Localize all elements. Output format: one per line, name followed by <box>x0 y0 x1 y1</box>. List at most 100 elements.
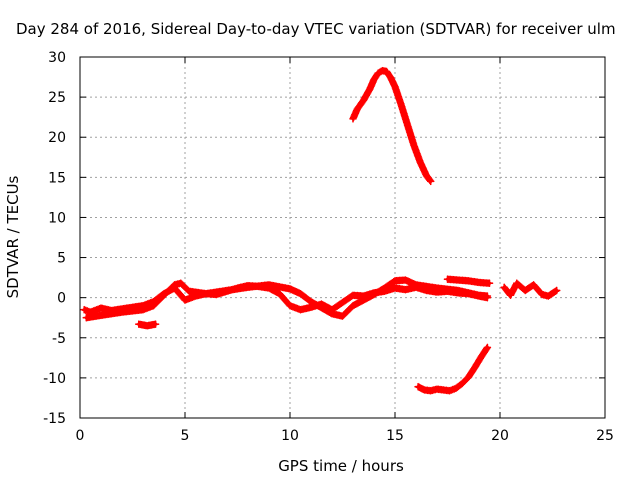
data-point <box>403 288 408 292</box>
y-tick-label: 20 <box>48 130 66 146</box>
x-axis-label: GPS time / hours <box>278 457 404 475</box>
data-point <box>372 77 376 82</box>
data-point <box>351 304 355 308</box>
data-point <box>418 160 422 164</box>
y-tick-label: 5 <box>57 251 66 267</box>
data-point <box>141 308 145 312</box>
data-point <box>145 324 149 328</box>
data-point <box>225 288 229 293</box>
series-6 <box>349 66 435 186</box>
data-point <box>330 312 334 316</box>
series-6-markers <box>349 66 435 186</box>
data-point <box>555 288 559 293</box>
data-point <box>412 143 416 147</box>
plot-frame <box>79 56 606 419</box>
series-2 <box>82 276 492 322</box>
series-3 <box>135 320 160 330</box>
data-point <box>288 304 292 308</box>
data-point <box>172 283 177 287</box>
axes: 0 5 10 15 20 25 -15 -10 -5 0 5 10 15 20 25 30 <box>43 50 614 444</box>
data-point <box>376 71 380 75</box>
x-tick-label: 10 <box>281 428 299 444</box>
data-point <box>84 316 88 320</box>
series-4 <box>443 275 494 288</box>
y-tick-label: -10 <box>43 371 66 387</box>
data-point <box>448 389 452 393</box>
data-point <box>424 174 429 178</box>
data-point <box>546 294 550 298</box>
y-tick-label: 10 <box>48 210 66 226</box>
data-point <box>416 385 420 389</box>
data-point <box>414 283 418 287</box>
data-point <box>429 179 433 183</box>
y-axis-label: SDTVAR / TECUs <box>4 175 22 298</box>
data-point <box>487 281 492 285</box>
data-point <box>466 279 471 283</box>
data-point <box>441 388 445 392</box>
data-point <box>485 345 489 350</box>
data-point <box>485 294 489 298</box>
data-point <box>466 375 471 379</box>
data-point <box>502 285 506 289</box>
data-point <box>99 306 103 310</box>
data-point <box>162 293 166 297</box>
data-point <box>454 386 458 390</box>
data-point <box>298 292 303 296</box>
data-point <box>477 293 481 297</box>
data-point <box>187 289 191 293</box>
data-point <box>393 85 397 89</box>
y-tick-label: 15 <box>48 170 66 186</box>
data-point <box>435 286 439 290</box>
series-5 <box>500 279 561 300</box>
data-point <box>380 69 384 73</box>
x-tick-label: 15 <box>386 428 404 444</box>
data-point <box>399 103 403 107</box>
data-point <box>137 322 141 326</box>
data-point <box>309 305 313 309</box>
data-point <box>368 87 372 91</box>
data-point <box>456 278 460 282</box>
data-point <box>508 293 513 297</box>
data-point <box>120 310 124 314</box>
data-point <box>372 292 376 297</box>
data-point <box>429 389 433 393</box>
data-point <box>351 293 355 297</box>
data-point <box>477 280 481 285</box>
data-point <box>532 283 536 287</box>
data-point <box>422 388 426 392</box>
data-point <box>288 287 292 291</box>
y-tick-label: 30 <box>48 50 66 66</box>
plot-area <box>80 66 561 395</box>
x-tick-label: 20 <box>491 428 509 444</box>
data-point <box>179 281 183 285</box>
data-point <box>473 365 477 370</box>
data-point <box>466 291 471 295</box>
data-point <box>88 310 93 314</box>
data-point <box>246 285 250 289</box>
data-point <box>389 76 393 80</box>
y-tick-label: -15 <box>43 411 66 427</box>
data-point <box>141 323 145 327</box>
data-point <box>456 288 460 293</box>
data-point <box>151 304 156 308</box>
data-point <box>340 314 345 318</box>
data-point <box>540 292 544 297</box>
series-7-markers <box>414 343 492 395</box>
data-point <box>403 278 408 282</box>
data-point <box>435 387 439 391</box>
data-point <box>361 98 366 102</box>
data-point <box>82 308 86 312</box>
x-tick-label: 5 <box>181 428 190 444</box>
data-point <box>406 123 410 127</box>
data-point <box>393 279 397 283</box>
data-point <box>385 69 389 74</box>
data-point <box>183 298 187 302</box>
data-point <box>382 286 387 290</box>
series-7 <box>414 343 492 395</box>
data-point <box>445 277 450 281</box>
data-point <box>393 286 397 290</box>
data-point <box>309 300 313 304</box>
data-point <box>355 107 359 111</box>
data-point <box>99 313 103 317</box>
